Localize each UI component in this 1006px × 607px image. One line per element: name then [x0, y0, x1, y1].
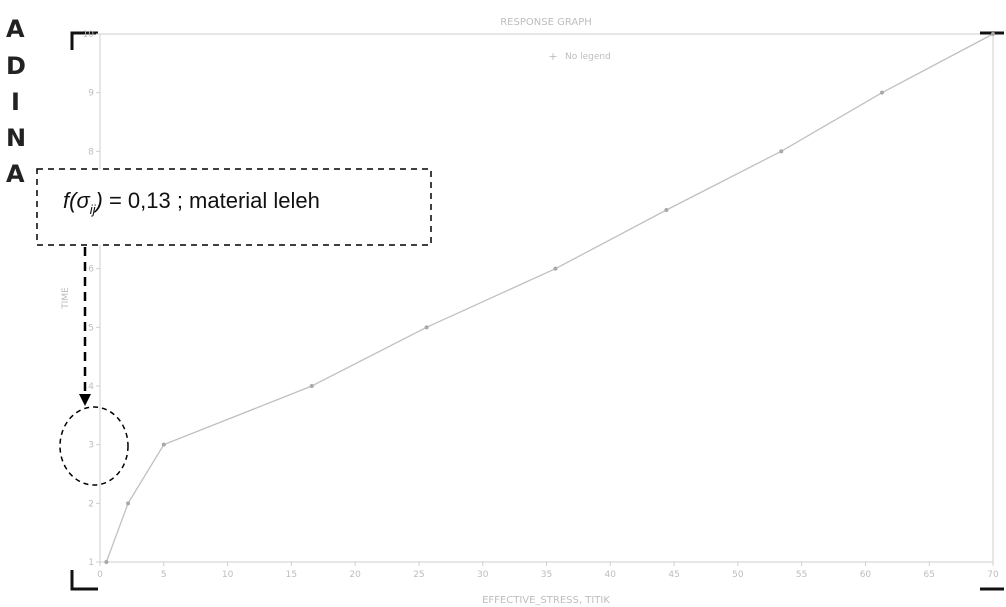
annotation-box: [36, 168, 432, 246]
series-layer: [104, 32, 995, 564]
y-tick-label: 1: [88, 558, 94, 568]
x-tick-label: 65: [923, 570, 934, 580]
x-tick-label: 20: [349, 570, 361, 580]
data-point: [104, 560, 109, 564]
x-tick-label: 10: [222, 570, 234, 580]
data-point: [126, 501, 131, 506]
data-point: [991, 32, 995, 36]
annotation-highlight-circle: [59, 406, 129, 486]
x-axis-label: EFFECTIVE_STRESS, TITIK: [482, 595, 610, 606]
corner-bracket-bottom-left: [70, 570, 98, 591]
logo-letter: A: [6, 15, 25, 43]
x-tick-label: 35: [541, 570, 552, 580]
legend-entry: No legend: [565, 52, 611, 62]
series-line: [105, 33, 994, 563]
x-tick-label: 0: [97, 570, 103, 580]
x-tick-label: 5: [161, 570, 167, 580]
x-tick-label: 55: [796, 570, 807, 580]
data-point: [424, 325, 429, 330]
x-tick-label: 25: [413, 570, 424, 580]
chart-title: RESPONSE GRAPH: [500, 17, 592, 28]
y-axis-label: TIME: [61, 287, 71, 310]
data-point: [664, 208, 669, 212]
x-tick-label: 60: [860, 570, 872, 580]
y-tick-label: 8: [88, 147, 94, 157]
x-tick-label: 70: [987, 570, 999, 580]
logo-letter: I: [11, 88, 20, 116]
x-tick-label: 45: [668, 570, 679, 580]
data-point: [779, 149, 784, 154]
y-tick-label: 4: [88, 382, 94, 392]
x-tick-label: 30: [477, 570, 489, 580]
y-tick-label: 2: [88, 499, 94, 509]
x-tick-label: 40: [605, 570, 617, 580]
data-point: [880, 90, 885, 95]
legend-marker-icon: +: [548, 50, 557, 63]
data-point: [161, 442, 166, 447]
plot-frame: [99, 33, 994, 563]
logo-letter: D: [6, 52, 26, 80]
y-tick-label: 3: [88, 441, 94, 451]
logo-letter: N: [6, 124, 26, 152]
y-tick-label: 9: [88, 89, 94, 99]
y-tick-label: 6: [88, 265, 94, 275]
data-point: [553, 266, 558, 271]
adina-logo: A D I N A: [6, 15, 26, 188]
corner-bracket-top-left: [70, 31, 98, 50]
x-tick-label: 15: [286, 570, 297, 580]
data-point: [309, 384, 314, 388]
x-tick-label: 50: [732, 570, 744, 580]
y-tick-label: 5: [88, 323, 94, 333]
annotation-text: f(σij) = 0,13 ; material leleh: [63, 188, 320, 217]
logo-letter: A: [6, 160, 25, 188]
y-tick-label: 10: [83, 30, 95, 40]
axis-ticks: 051015202530354045505560657012345678910: [83, 30, 999, 580]
